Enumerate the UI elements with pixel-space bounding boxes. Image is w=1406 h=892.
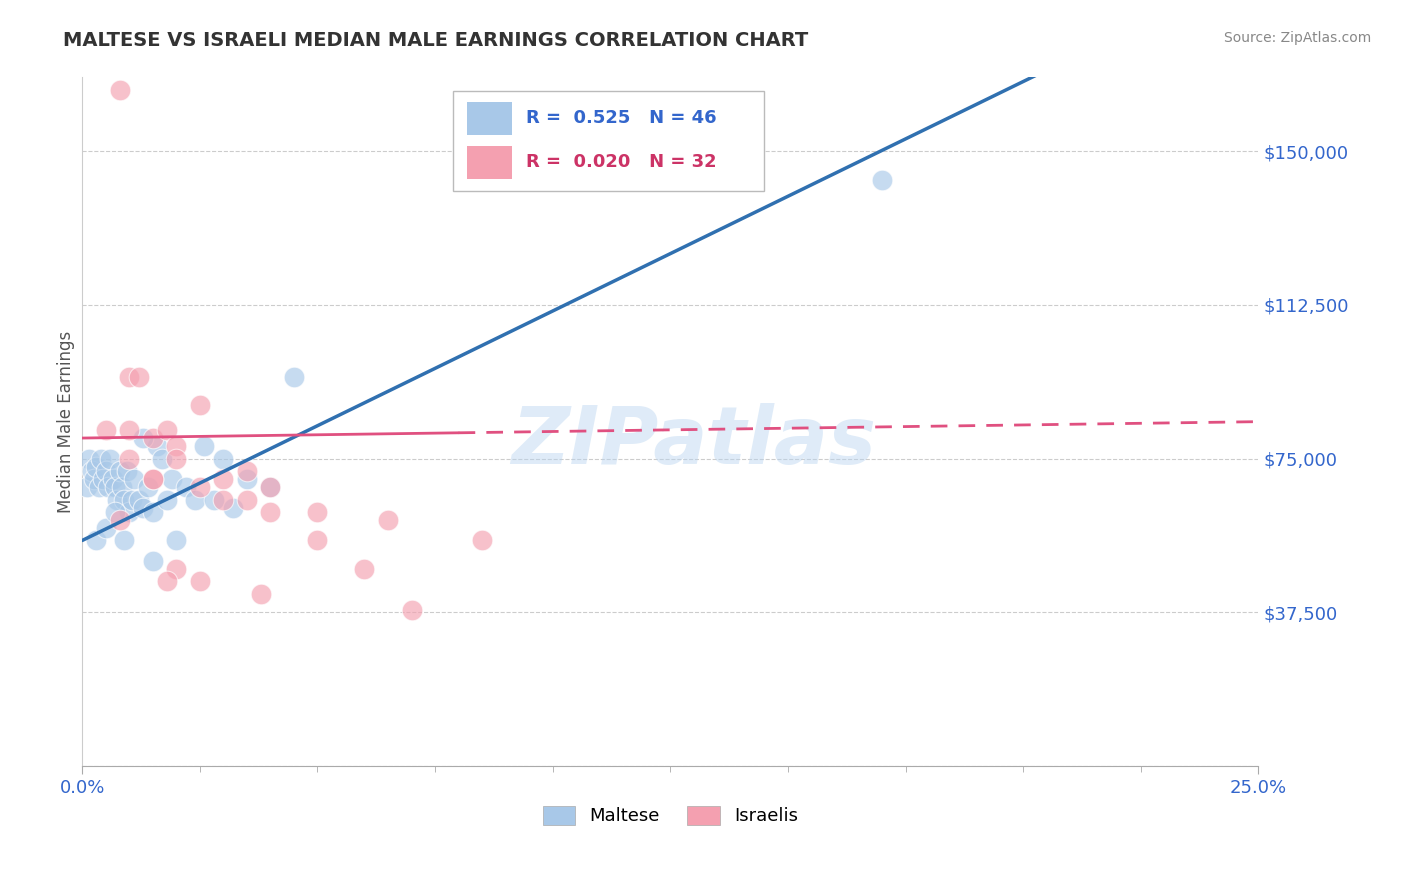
Point — [165, 533, 187, 548]
Point — [94, 423, 117, 437]
Point — [115, 464, 138, 478]
Point — [250, 587, 273, 601]
Point — [165, 562, 187, 576]
Point — [307, 505, 329, 519]
Point — [353, 562, 375, 576]
Point — [188, 574, 211, 589]
Point — [108, 513, 131, 527]
Point — [193, 439, 215, 453]
Point — [202, 492, 225, 507]
Point — [236, 472, 259, 486]
Point — [142, 431, 165, 445]
Point — [132, 431, 155, 445]
Point — [114, 492, 136, 507]
Point — [111, 480, 134, 494]
Point — [132, 500, 155, 515]
Text: R =  0.020   N = 32: R = 0.020 N = 32 — [526, 153, 716, 171]
Point — [165, 451, 187, 466]
Point — [307, 533, 329, 548]
Point — [259, 480, 281, 494]
Point — [156, 423, 179, 437]
Point — [91, 472, 114, 486]
Point — [107, 492, 129, 507]
Point — [87, 480, 110, 494]
Point — [80, 464, 103, 478]
Text: ZIPatlas: ZIPatlas — [512, 403, 876, 482]
Point — [259, 480, 281, 494]
Text: Source: ZipAtlas.com: Source: ZipAtlas.com — [1223, 31, 1371, 45]
Point — [212, 451, 235, 466]
Point — [142, 472, 165, 486]
Point — [108, 464, 131, 478]
Point — [84, 459, 107, 474]
Point — [188, 398, 211, 412]
Point — [97, 480, 120, 494]
Point — [108, 83, 131, 97]
Point — [100, 451, 122, 466]
Point — [160, 472, 183, 486]
Point — [114, 533, 136, 548]
Point — [101, 472, 124, 486]
Point — [121, 492, 143, 507]
Point — [174, 480, 197, 494]
Point — [150, 451, 173, 466]
Point — [118, 451, 141, 466]
Point — [236, 492, 259, 507]
Point — [104, 480, 127, 494]
Point — [377, 513, 399, 527]
Point — [118, 505, 141, 519]
Text: R =  0.525   N = 46: R = 0.525 N = 46 — [526, 109, 716, 127]
Legend: Maltese, Israelis: Maltese, Israelis — [536, 798, 806, 832]
Point — [212, 492, 235, 507]
Point — [84, 533, 107, 548]
Point — [165, 439, 187, 453]
Point — [142, 472, 165, 486]
FancyBboxPatch shape — [467, 145, 512, 178]
FancyBboxPatch shape — [467, 102, 512, 135]
Point — [104, 505, 127, 519]
Y-axis label: Median Male Earnings: Median Male Earnings — [58, 331, 75, 513]
Point — [128, 492, 150, 507]
Point — [142, 505, 165, 519]
Point — [222, 500, 245, 515]
Point — [118, 369, 141, 384]
Point — [77, 451, 100, 466]
Point — [156, 492, 179, 507]
Point — [90, 451, 112, 466]
Point — [122, 472, 145, 486]
FancyBboxPatch shape — [453, 91, 765, 191]
Point — [283, 369, 305, 384]
Point — [94, 464, 117, 478]
Point — [236, 464, 259, 478]
Point — [128, 369, 150, 384]
Point — [156, 574, 179, 589]
Point — [83, 472, 105, 486]
Point — [188, 480, 211, 494]
Point — [870, 173, 893, 187]
Point — [184, 492, 207, 507]
Point — [471, 533, 494, 548]
Point — [136, 480, 159, 494]
Text: MALTESE VS ISRAELI MEDIAN MALE EARNINGS CORRELATION CHART: MALTESE VS ISRAELI MEDIAN MALE EARNINGS … — [63, 31, 808, 50]
Point — [259, 505, 281, 519]
Point — [142, 554, 165, 568]
Point — [146, 439, 169, 453]
Point — [118, 423, 141, 437]
Point — [76, 480, 98, 494]
Point — [401, 603, 423, 617]
Point — [212, 472, 235, 486]
Point — [94, 521, 117, 535]
